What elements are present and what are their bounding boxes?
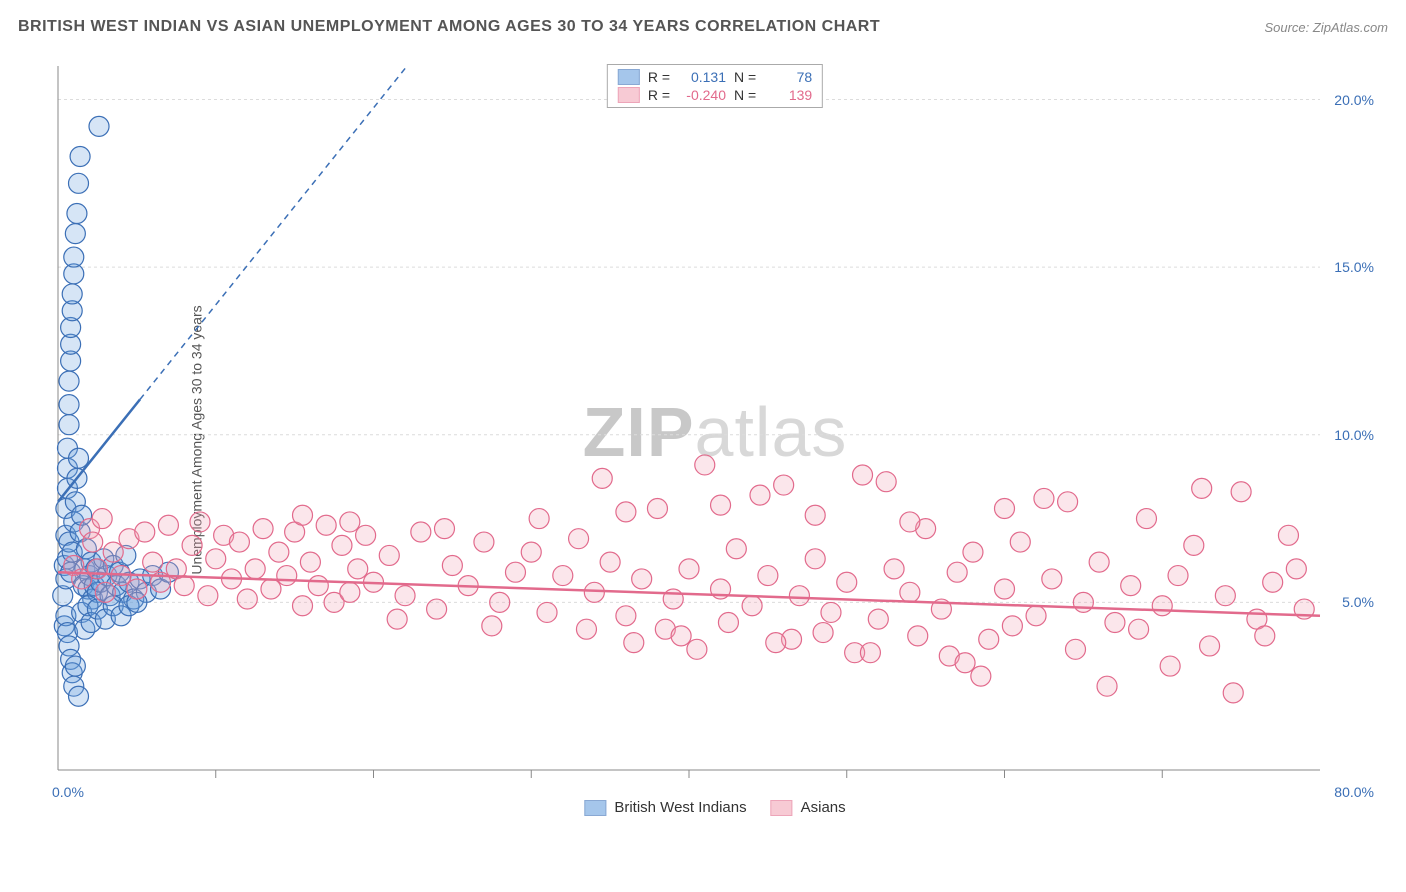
y-tick-label: 15.0% bbox=[1334, 259, 1374, 275]
legend-item: Asians bbox=[771, 799, 846, 816]
stats-legend-row: R = 0.131 N = 78 bbox=[618, 69, 812, 85]
legend-swatch bbox=[771, 800, 793, 816]
y-tick-label: 5.0% bbox=[1342, 594, 1374, 610]
n-label: N = bbox=[734, 69, 756, 85]
n-value: 139 bbox=[764, 87, 812, 103]
stats-legend-row: R = -0.240 N = 139 bbox=[618, 87, 812, 103]
legend-swatch bbox=[618, 87, 640, 103]
y-tick-label: 20.0% bbox=[1334, 92, 1374, 108]
x-origin-label: 0.0% bbox=[52, 784, 84, 800]
legend-label: British West Indians bbox=[614, 799, 746, 816]
plot-area: Unemployment Among Ages 30 to 34 years Z… bbox=[50, 60, 1380, 820]
source-attribution: Source: ZipAtlas.com bbox=[1264, 20, 1388, 35]
r-label: R = bbox=[648, 87, 670, 103]
legend-swatch bbox=[618, 69, 640, 85]
r-label: R = bbox=[648, 69, 670, 85]
stats-legend: R = 0.131 N = 78 R = -0.240 N = 139 bbox=[607, 64, 823, 108]
n-value: 78 bbox=[764, 69, 812, 85]
legend-swatch bbox=[584, 800, 606, 816]
legend-label: Asians bbox=[801, 799, 846, 816]
r-value: 0.131 bbox=[678, 69, 726, 85]
x-max-label: 80.0% bbox=[1334, 784, 1374, 800]
series-legend: British West Indians Asians bbox=[584, 799, 845, 816]
n-label: N = bbox=[734, 87, 756, 103]
chart-title: BRITISH WEST INDIAN VS ASIAN UNEMPLOYMEN… bbox=[18, 18, 880, 36]
scatter-chart bbox=[50, 60, 1380, 820]
r-value: -0.240 bbox=[678, 87, 726, 103]
legend-item: British West Indians bbox=[584, 799, 746, 816]
y-tick-label: 10.0% bbox=[1334, 427, 1374, 443]
